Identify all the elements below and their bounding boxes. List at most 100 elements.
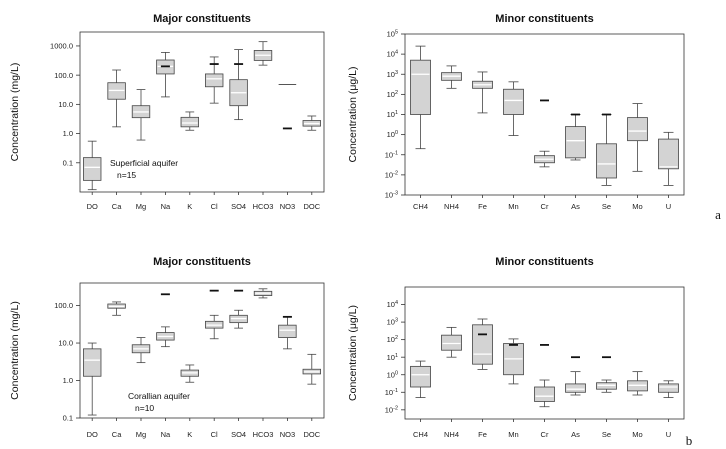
y-axis-label: Concentration (mg/L)	[9, 301, 21, 400]
x-tick-label: Cr	[541, 430, 549, 439]
box-iqr	[441, 334, 462, 351]
box-Mn	[503, 81, 524, 136]
box-Cr	[534, 150, 555, 168]
x-tick-label: Se	[602, 430, 611, 439]
x-tick-label: Mg	[136, 430, 146, 439]
box-HCO3	[253, 41, 273, 66]
box-iqr	[278, 324, 297, 338]
box-U	[658, 380, 679, 398]
box-Mo	[627, 371, 648, 396]
panel-chart-3: Major constituents Concentration (mg/L) 0.…	[9, 256, 325, 439]
y-tick-label: 101	[387, 110, 398, 119]
box-iqr	[534, 386, 555, 402]
x-tick-label: Ca	[112, 202, 122, 211]
panel-chart-4: Minor constituents Concentration (μg/L) 10…	[347, 256, 685, 439]
y-tick-label: 100.0	[54, 71, 73, 80]
box-SO4	[229, 49, 248, 121]
y-tick-label: 103	[387, 70, 398, 79]
box-Ca	[107, 69, 126, 128]
y-tick-label: 100	[387, 370, 398, 379]
x-tick-label: Na	[161, 202, 171, 211]
box-iqr	[565, 383, 586, 393]
y-axis-label: Concentration (μg/L)	[347, 305, 359, 401]
y-tick-label: 102	[387, 335, 398, 344]
x-tick-label: CH4	[413, 430, 428, 439]
aquifer-annotation: Corallian aquifer	[128, 391, 190, 401]
box-Cr	[534, 379, 555, 408]
box-Mg	[131, 337, 151, 364]
box-iqr	[83, 157, 102, 181]
y-tick-label: 102	[387, 90, 398, 99]
plot-frame	[79, 31, 325, 193]
box-DOC	[302, 353, 321, 385]
x-tick-label: DO	[87, 430, 98, 439]
x-tick-label: DO	[87, 202, 98, 211]
x-tick-label: Ca	[112, 430, 122, 439]
x-tick-label: Mo	[632, 430, 642, 439]
box-iqr	[627, 117, 648, 142]
y-axis-label: Concentration (mg/L)	[9, 63, 21, 162]
box-iqr	[658, 138, 679, 170]
chart-title: Major constituents	[153, 256, 251, 268]
box-Mn	[503, 338, 524, 385]
x-tick-label: DOC	[303, 430, 320, 439]
y-tick-label: 104	[387, 50, 398, 59]
box-K	[180, 364, 199, 383]
x-tick-label: Mg	[136, 202, 146, 211]
x-tick-label: K	[187, 430, 192, 439]
box-iqr	[472, 324, 493, 365]
box-iqr	[596, 382, 617, 390]
chart-title: Minor constituents	[495, 256, 593, 268]
box-U	[658, 131, 679, 186]
aquifer-annotation: Superficial aquifer	[110, 158, 178, 168]
box-DO	[83, 342, 102, 416]
x-tick-label: Mn	[508, 430, 518, 439]
x-tick-label: K	[187, 202, 192, 211]
box-iqr	[205, 73, 224, 88]
y-tick-label: 1.0	[63, 376, 73, 385]
y-tick-label: 1.0	[63, 129, 73, 138]
chart-title: Major constituents	[153, 13, 251, 25]
box-Cl	[205, 314, 224, 340]
y-tick-label: 10.0	[58, 339, 73, 348]
x-tick-label: NO3	[280, 202, 295, 211]
y-tick-label: 10-3	[385, 191, 398, 200]
box-Mg	[131, 89, 151, 141]
box-SO4	[229, 309, 248, 329]
box-As	[565, 371, 586, 396]
x-tick-label: Cr	[541, 202, 549, 211]
chart-title: Minor constituents	[495, 13, 593, 25]
box-Fe	[472, 71, 493, 114]
panel-label: a	[715, 207, 721, 222]
box-DO	[83, 140, 102, 191]
box-As	[565, 114, 586, 161]
x-tick-label: NO3	[280, 430, 295, 439]
plot-frame	[404, 33, 685, 196]
box-K	[180, 111, 199, 131]
box-iqr	[565, 126, 586, 159]
x-tick-label: HCO3	[253, 430, 274, 439]
box-Fe	[472, 318, 493, 370]
box-iqr	[83, 348, 102, 377]
x-tick-label: Mn	[508, 202, 518, 211]
y-tick-label: 10-2	[385, 405, 398, 414]
x-tick-label: SO4	[231, 430, 246, 439]
box-Cl	[205, 56, 224, 104]
box-Na	[156, 326, 175, 348]
y-axis-label: Concentration (μg/L)	[347, 67, 359, 163]
panel-chart-1: Major constituents Concentration (mg/L) 0.…	[9, 13, 325, 211]
y-tick-label: 103	[387, 318, 398, 327]
y-tick-label: 10-2	[385, 170, 398, 179]
box-NO3	[278, 316, 297, 350]
x-tick-label: Se	[602, 202, 611, 211]
panel-chart-2: Minor constituents Concentration (μg/L) 10…	[347, 13, 685, 211]
box-iqr	[503, 88, 524, 115]
box-iqr	[410, 59, 431, 115]
y-tick-label: 10-1	[385, 150, 398, 159]
y-tick-label: 10.0	[58, 100, 73, 109]
y-tick-label: 100	[387, 130, 398, 139]
x-tick-label: NH4	[444, 202, 459, 211]
box-Se	[596, 379, 617, 393]
panel-label: b	[686, 433, 693, 448]
